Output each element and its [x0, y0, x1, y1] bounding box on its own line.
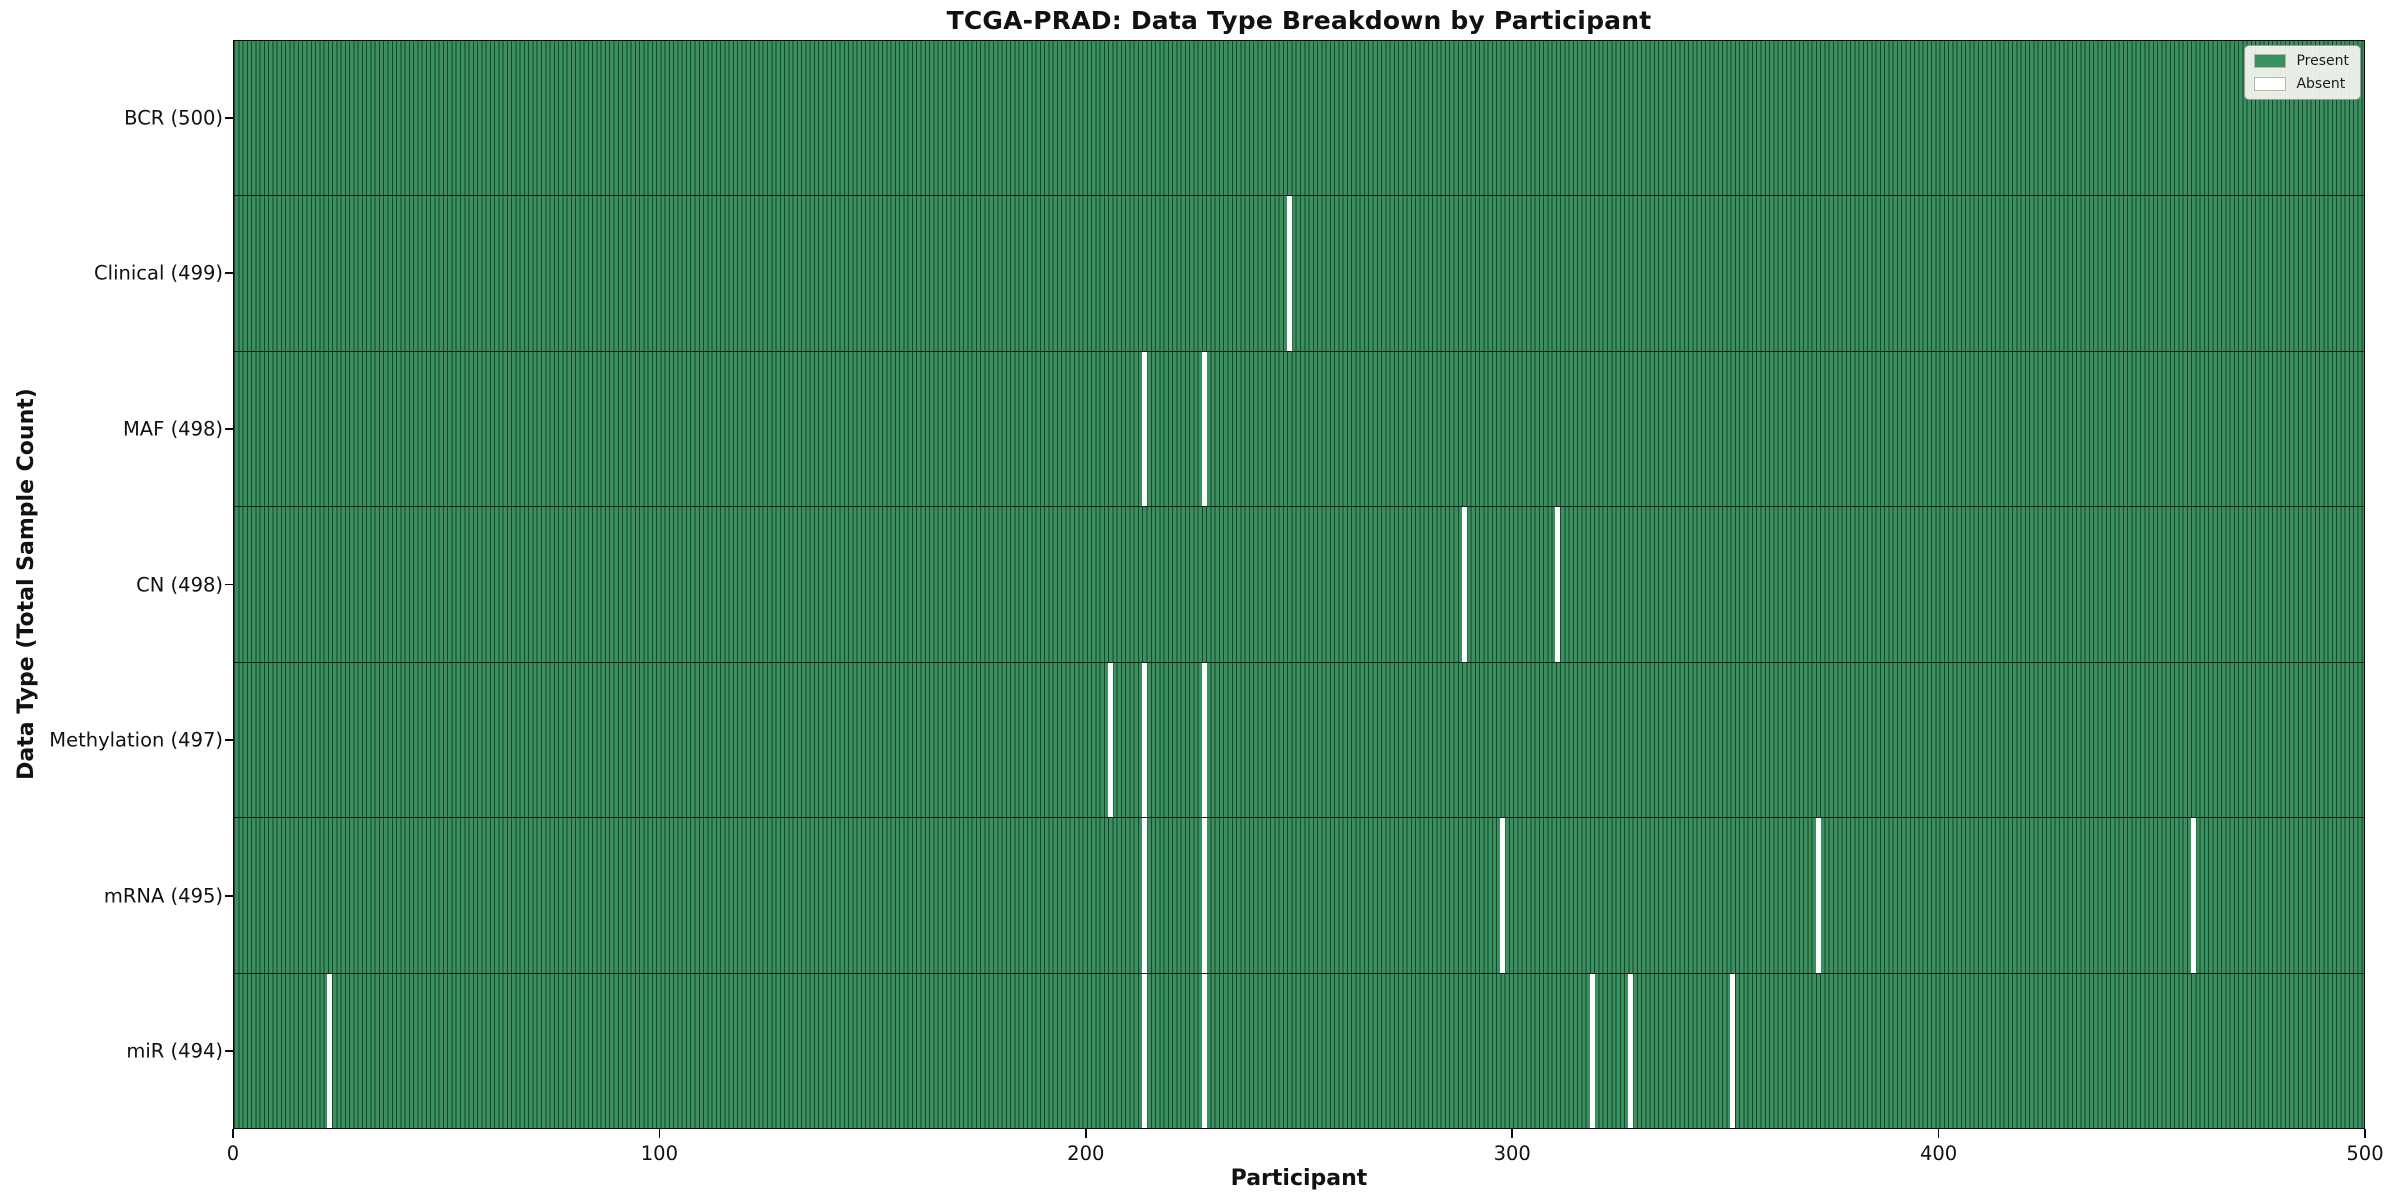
- absent-cell: [1500, 818, 1505, 973]
- absent-cell: [1815, 818, 1821, 973]
- y-tick-label-methylation: Methylation (497): [49, 728, 223, 752]
- x-tick-mark: [1937, 1129, 1940, 1138]
- absent-cell: [1201, 818, 1207, 973]
- legend-swatch-absent: [2254, 77, 2287, 91]
- y-tick-label-cn: CN (498): [136, 573, 223, 596]
- x-tick-mark: [1084, 1129, 1087, 1138]
- heatmap-row-methylation: [234, 662, 2364, 819]
- y-tick-label-mrna: mRNA (495): [103, 884, 223, 908]
- absent-cell: [1141, 662, 1147, 818]
- y-tick-mark: [225, 583, 233, 586]
- x-tick-mark: [1511, 1129, 1514, 1138]
- legend-label: Present: [2296, 53, 2349, 69]
- absent-cell: [1201, 973, 1207, 1128]
- x-tick-label-300: 300: [1493, 1142, 1531, 1165]
- x-tick-label-500: 500: [2346, 1142, 2384, 1165]
- absent-cell: [1107, 662, 1113, 818]
- absent-cell: [1627, 973, 1633, 1128]
- y-tick-label-bcr: BCR (500): [124, 106, 223, 130]
- y-tick-label-mir: miR (494): [126, 1039, 223, 1063]
- y-tick-mark: [225, 1050, 233, 1053]
- y-tick-mark: [225, 428, 233, 430]
- absent-cell: [1286, 196, 1292, 351]
- y-tick-mark: [225, 739, 233, 741]
- y-tick-mark: [225, 116, 233, 119]
- x-tick-mark: [2364, 1129, 2366, 1138]
- legend-item-present: Present: [2254, 53, 2349, 69]
- x-tick-label-0: 0: [226, 1142, 240, 1165]
- heatmap-row-mir: [234, 973, 2364, 1128]
- y-tick-mark: [225, 894, 233, 897]
- absent-cell: [1141, 351, 1147, 507]
- legend-label: Absent: [2296, 76, 2346, 92]
- chart-title: TCGA-PRAD: Data Type Breakdown by Partic…: [946, 6, 1652, 35]
- y-tick-label-clinical: Clinical (499): [94, 261, 223, 285]
- legend-swatch-present: [2254, 54, 2287, 68]
- absent-cell: [1141, 818, 1147, 973]
- absent-cell: [327, 973, 333, 1128]
- heatmap-row-clinical: [234, 196, 2364, 352]
- absent-cell: [1589, 973, 1595, 1128]
- absent-cell: [1201, 351, 1207, 507]
- absent-cell: [2190, 818, 2196, 973]
- x-tick-mark: [658, 1129, 661, 1138]
- heatmap-row-maf: [234, 351, 2364, 508]
- absent-cell: [1141, 973, 1147, 1128]
- plot-area: [233, 40, 2365, 1129]
- absent-cell: [1201, 662, 1207, 818]
- x-axis-title: Participant: [1230, 1166, 1368, 1191]
- absent-cell: [1730, 973, 1736, 1128]
- x-tick-label-100: 100: [640, 1142, 679, 1165]
- y-tick-label-maf: MAF (498): [122, 417, 223, 441]
- heatmap-row-cn: [234, 507, 2364, 663]
- x-tick-label-200: 200: [1067, 1142, 1105, 1165]
- absent-cell: [1555, 507, 1561, 662]
- x-tick-label-400: 400: [1919, 1142, 1958, 1165]
- heatmap-row-mrna: [234, 818, 2364, 974]
- y-tick-mark: [225, 272, 233, 275]
- legend-item-absent: Absent: [2254, 76, 2349, 92]
- absent-cell: [1461, 507, 1467, 662]
- legend: Present Absent: [2244, 45, 2361, 100]
- heatmap-row-bcr: [234, 41, 2364, 197]
- x-tick-mark: [232, 1129, 234, 1138]
